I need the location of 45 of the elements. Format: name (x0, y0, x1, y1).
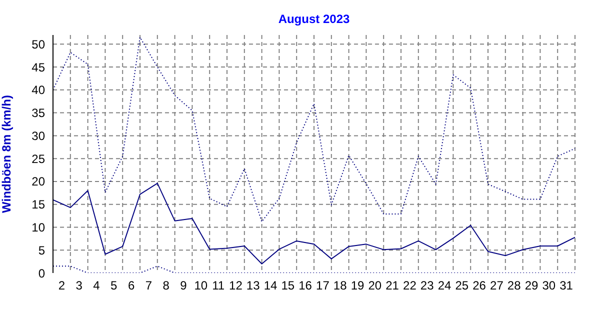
x-tick-label: 28 (507, 278, 522, 293)
line-series (53, 182, 575, 264)
x-tick-label: 23 (420, 278, 434, 293)
x-tick-label: 15 (281, 278, 295, 293)
x-tick-label: 26 (472, 278, 486, 293)
x-tick-label: 24 (438, 278, 452, 293)
x-tick-label: 12 (229, 278, 243, 293)
x-tick-label: 3 (76, 278, 83, 293)
y-tick-label: 40 (32, 83, 46, 98)
line-series (53, 36, 575, 222)
x-tick-label: 9 (180, 278, 188, 293)
x-tick-label: 13 (246, 278, 260, 293)
x-tick-label: 6 (128, 278, 135, 293)
x-tick-label: 27 (490, 278, 504, 293)
x-tick-label: 16 (298, 278, 312, 293)
y-tick-label: 15 (32, 198, 46, 212)
x-tick-label: 25 (455, 278, 469, 293)
x-tick-label: 10 (194, 278, 208, 293)
y-axis-title: Windböen 8m (km/h) (0, 95, 14, 213)
x-tick-label: 20 (368, 278, 382, 293)
y-tick-label: 35 (32, 106, 46, 120)
y-tick-label: 0 (38, 266, 46, 280)
x-tick-label: 4 (93, 278, 100, 293)
x-tick-label: 19 (350, 278, 364, 293)
x-tick-label: 17 (316, 278, 330, 293)
y-tick-label: 45 (32, 60, 46, 74)
x-tick-label: 11 (212, 278, 225, 293)
y-tick-label: 5 (38, 243, 46, 258)
y-tick-label: 25 (32, 152, 46, 166)
x-tick-label: 2 (58, 278, 66, 293)
x-tick-label: 7 (145, 278, 152, 293)
y-tick-label: 20 (32, 174, 46, 189)
y-tick-label: 30 (32, 128, 46, 143)
x-tick-label: 18 (333, 278, 348, 293)
x-tick-label: 8 (162, 278, 170, 293)
y-tick-label: 50 (32, 37, 46, 52)
x-tick-label: 14 (264, 278, 278, 293)
x-tick-label: 31 (560, 278, 574, 293)
chart-title: August 2023 (277, 12, 351, 26)
x-tick-label: 30 (542, 278, 556, 293)
x-tick-label: 21 (386, 278, 400, 293)
x-tick-label: 29 (524, 278, 538, 293)
x-tick-label: 5 (110, 278, 118, 293)
x-tick-label: 22 (403, 278, 417, 293)
y-tick-label: 10 (32, 220, 46, 234)
